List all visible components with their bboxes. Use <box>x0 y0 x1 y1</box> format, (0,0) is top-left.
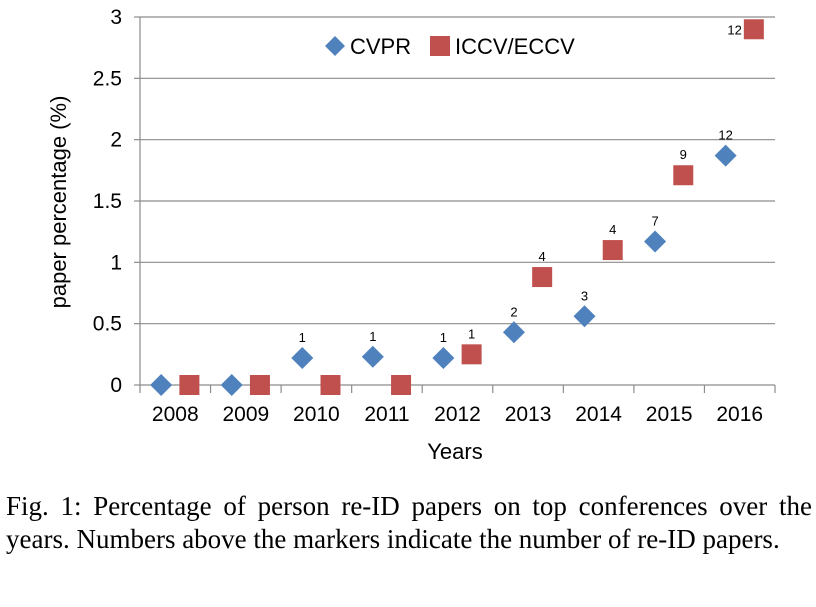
marker-iccv-eccv <box>743 19 764 40</box>
marker-cvpr <box>220 374 243 396</box>
data-label: 1 <box>468 326 475 341</box>
data-label: 4 <box>539 249 546 264</box>
x-tick-label: 2015 <box>646 403 693 426</box>
x-axis-label: Years <box>427 439 482 464</box>
marker-iccv-eccv <box>461 344 482 365</box>
marker-iccv-eccv <box>249 375 270 395</box>
x-tick-label: 2009 <box>222 403 269 426</box>
data-label: 9 <box>680 147 687 162</box>
marker-cvpr <box>502 321 525 344</box>
data-label: 1 <box>299 330 306 345</box>
marker-cvpr <box>573 305 596 328</box>
data-label: 1 <box>440 330 447 345</box>
x-tick-labels: 2008 2009 2010 2011 2012 2013 2014 2015 2016 <box>152 403 763 426</box>
y-tick-label: 0.5 <box>93 313 122 336</box>
y-tick-label: 0 <box>110 374 122 397</box>
x-tick-label: 2010 <box>293 403 340 426</box>
data-markers <box>150 19 764 396</box>
marker-cvpr <box>361 345 384 368</box>
data-label: 2 <box>510 304 517 319</box>
gridlines <box>134 16 776 393</box>
y-tick-labels: 0 0.5 1 1.5 2 2.5 3 <box>93 6 122 397</box>
scatter-chart: 00.511.522.53 2008 2009 2010 2011 2012 2013 20… <box>46 6 776 464</box>
x-tick-label: 2008 <box>152 403 199 426</box>
marker-iccv-eccv <box>320 375 341 395</box>
marker-iccv-eccv <box>602 240 623 261</box>
x-tick-label: 2013 <box>505 403 552 426</box>
marker-iccv-eccv <box>179 375 200 395</box>
x-tick-label: 2014 <box>575 403 622 426</box>
marker-cvpr <box>291 347 314 370</box>
legend: CVPR ICCV/ECCV <box>325 34 575 59</box>
marker-cvpr <box>432 347 455 370</box>
legend-label: CVPR <box>350 34 411 59</box>
marker-cvpr <box>150 374 173 396</box>
marker-cvpr <box>714 144 737 167</box>
marker-iccv-eccv <box>532 267 553 288</box>
y-axis-label: paper percentage (%) <box>46 96 71 309</box>
legend-marker-cvpr <box>325 36 345 56</box>
y-tick-label: 2 <box>110 129 122 152</box>
data-label: 1 <box>369 329 376 344</box>
legend-marker-iccv-eccv <box>430 36 450 56</box>
data-label: 4 <box>609 222 616 237</box>
marker-iccv-eccv <box>673 165 694 186</box>
marker-cvpr <box>644 230 667 253</box>
data-label: 3 <box>581 288 588 303</box>
y-tick-label: 1 <box>110 251 122 274</box>
data-label: 12 <box>718 128 732 143</box>
marker-iccv-eccv <box>391 375 412 395</box>
data-label: 12 <box>727 22 741 37</box>
x-tick-label: 2012 <box>434 403 481 426</box>
legend-label: ICCV/ECCV <box>455 34 575 59</box>
x-tick-label: 2011 <box>364 403 409 426</box>
x-tick-label: 2016 <box>716 403 763 426</box>
data-label: 7 <box>651 213 658 228</box>
y-tick-label: 3 <box>110 6 122 29</box>
figure-caption: Fig. 1: Percentage of person re-ID paper… <box>6 491 812 554</box>
y-tick-label: 1.5 <box>93 190 122 213</box>
y-tick-label: 2.5 <box>93 67 122 90</box>
